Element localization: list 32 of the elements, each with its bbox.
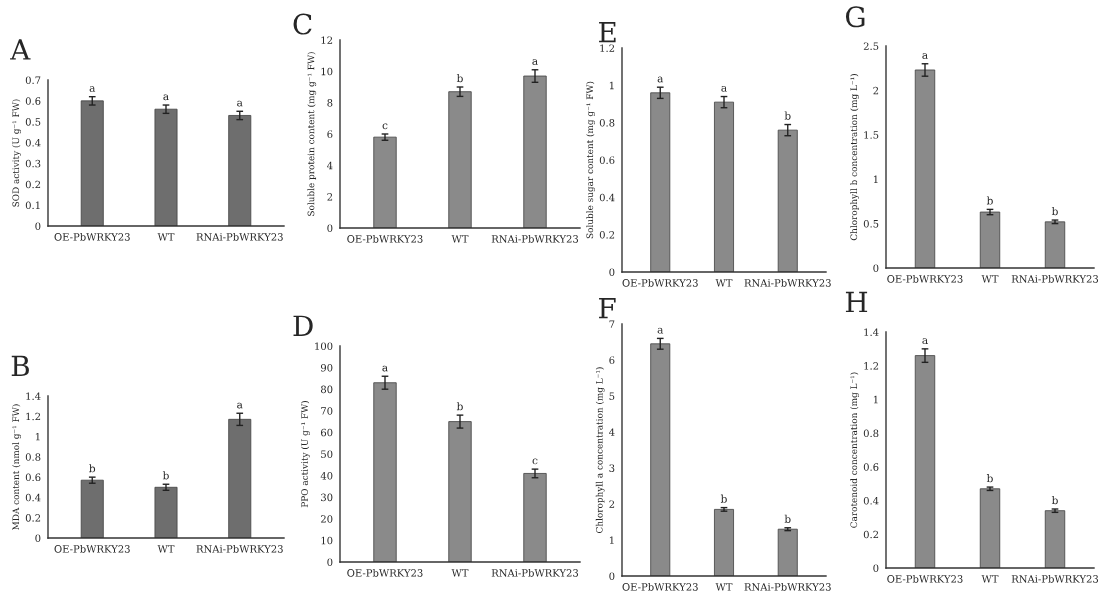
bar — [979, 488, 1001, 568]
bar — [650, 92, 671, 272]
bar — [523, 473, 547, 562]
chart-title: E — [599, 21, 616, 43]
bar — [80, 479, 104, 538]
bar — [650, 343, 671, 576]
chart-title: A — [10, 39, 31, 60]
bar — [448, 421, 472, 562]
bar — [154, 108, 178, 226]
chart-title: D — [293, 315, 313, 336]
chart-title: F — [599, 297, 616, 319]
bar — [979, 211, 1001, 268]
bar — [777, 129, 798, 272]
bar — [1044, 510, 1066, 568]
bar — [448, 91, 472, 228]
bar — [523, 75, 547, 228]
chart-title: H — [845, 291, 868, 313]
bar — [1044, 221, 1066, 268]
bar — [154, 486, 178, 538]
bar — [228, 418, 252, 538]
bar — [914, 69, 936, 268]
chart-title: G — [845, 6, 865, 28]
bar — [373, 136, 397, 228]
bar — [714, 508, 734, 576]
chart-title: B — [11, 355, 29, 377]
chart-title: C — [293, 13, 312, 35]
bar — [714, 101, 734, 272]
bar — [914, 355, 936, 568]
bar — [80, 100, 104, 226]
bar — [777, 528, 798, 576]
bar — [373, 382, 397, 562]
bar — [228, 115, 252, 226]
